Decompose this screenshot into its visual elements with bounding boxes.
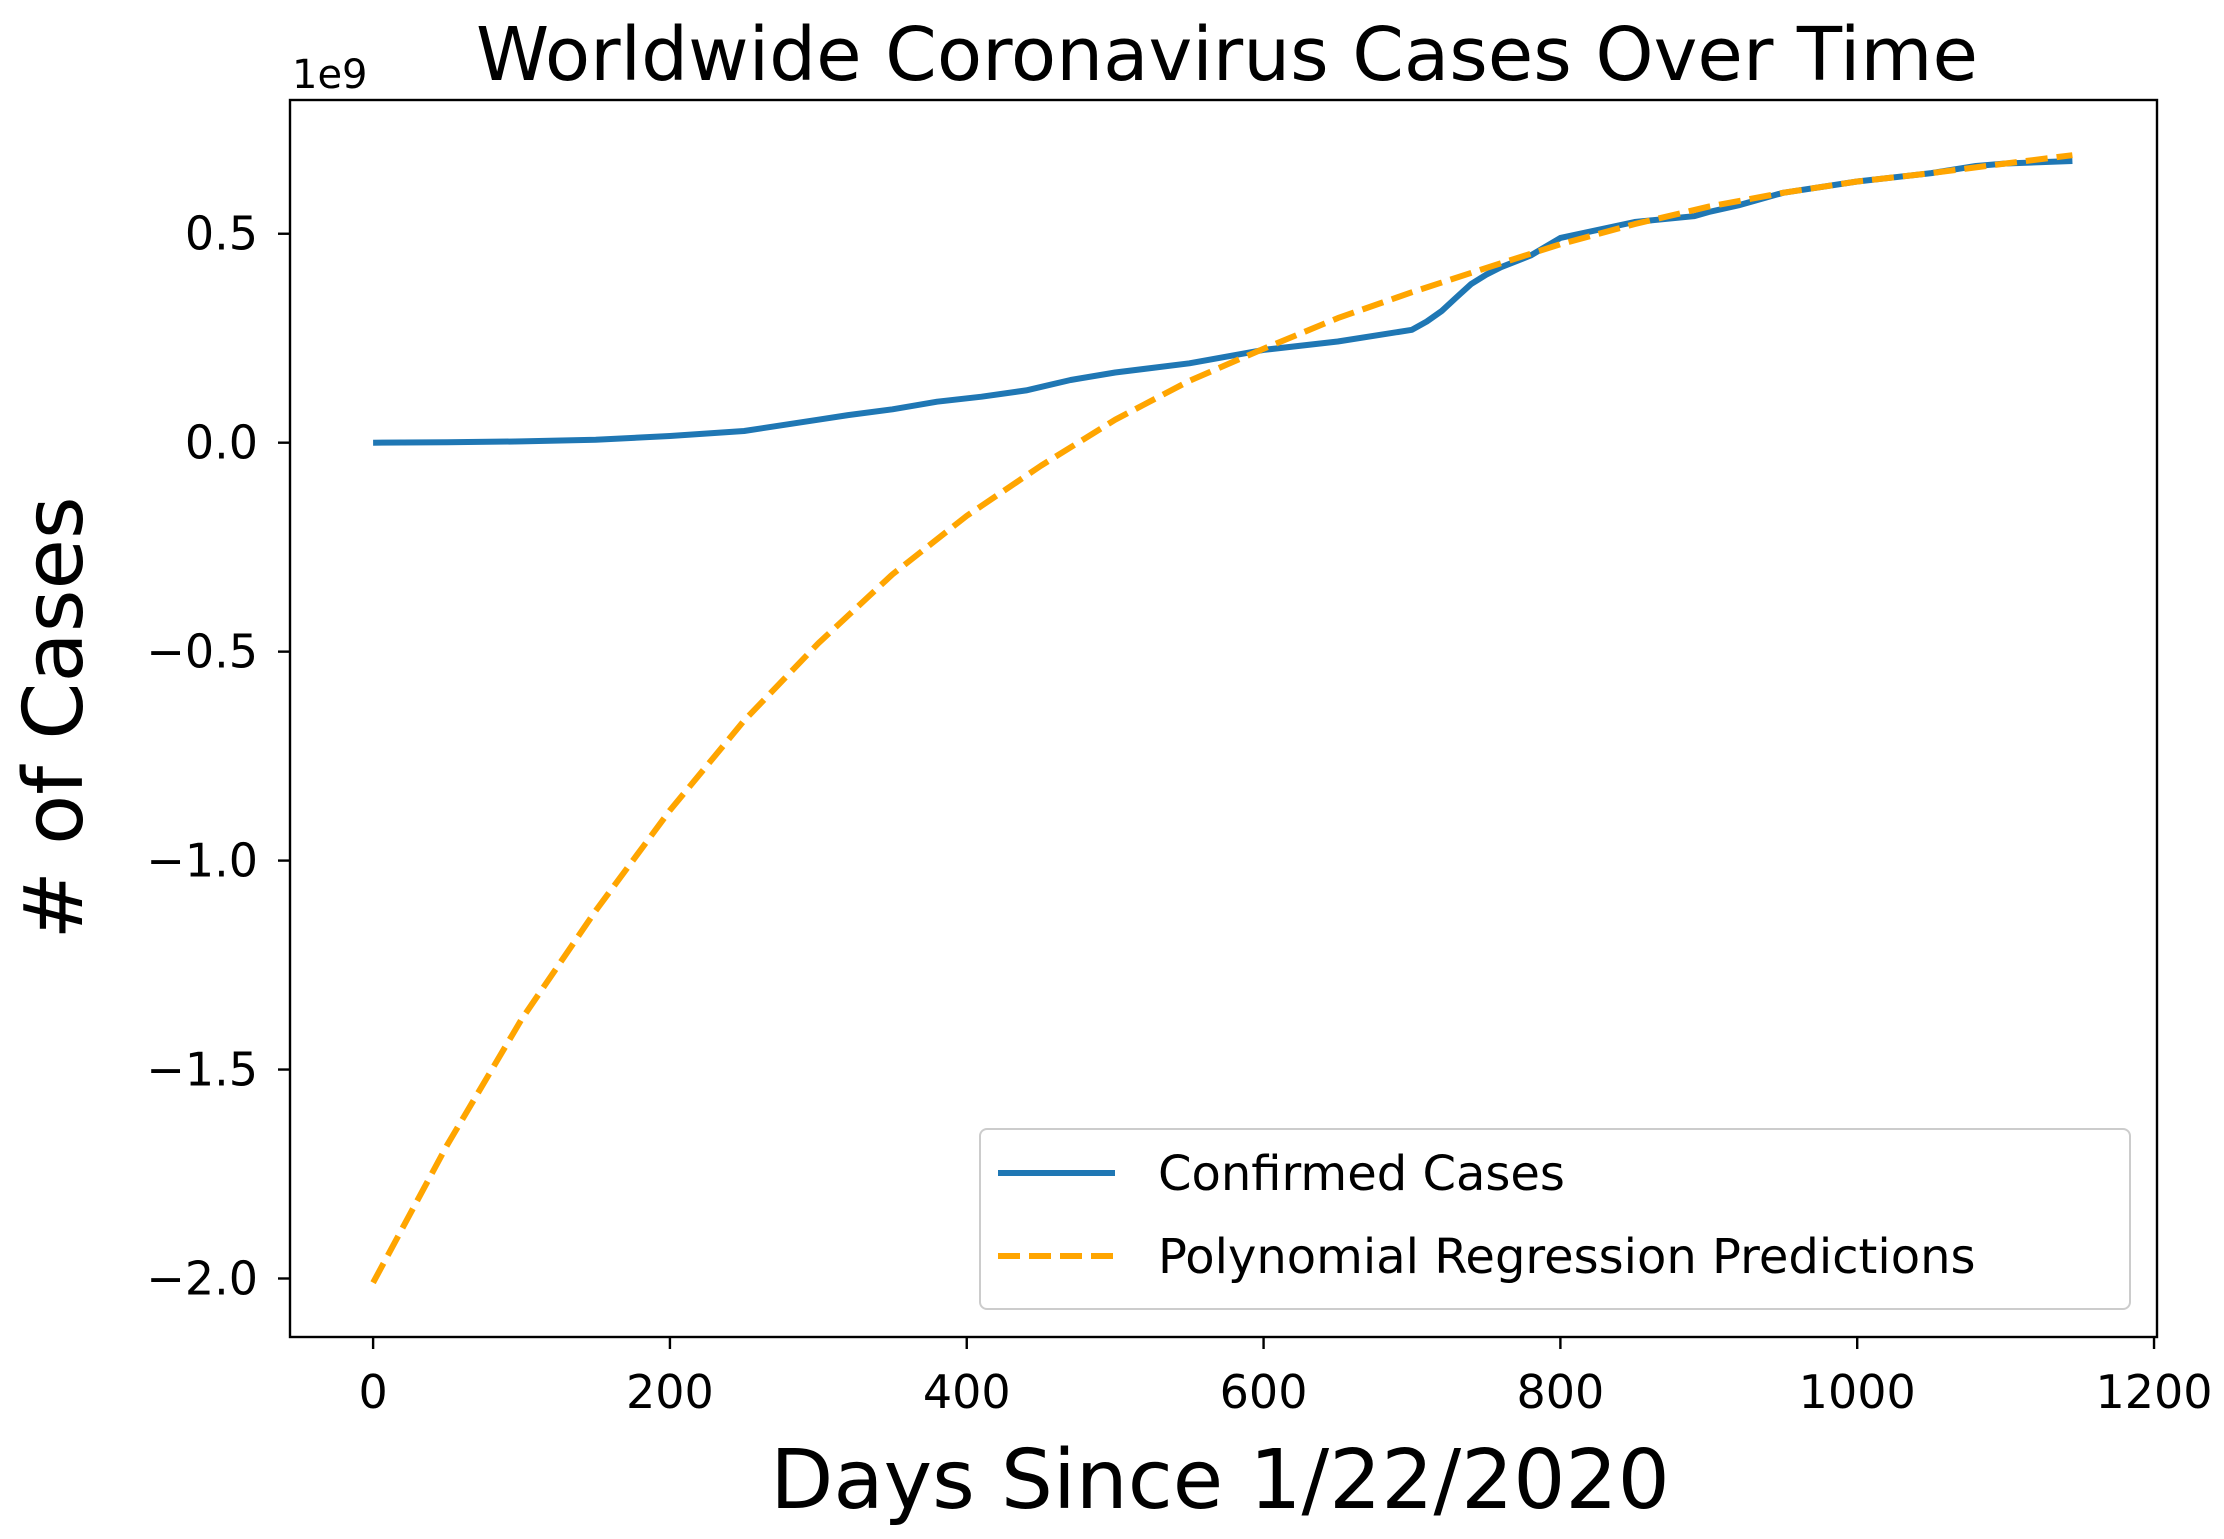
x-tick-label: 400: [923, 1365, 1011, 1419]
y-tick-label: 0.5: [185, 207, 258, 261]
legend-label-polynomial: Polynomial Regression Predictions: [1158, 1229, 1976, 1285]
y-tick-label: −1.0: [146, 834, 258, 888]
x-tick-label: 800: [1516, 1365, 1604, 1419]
x-tick-label: 1200: [2095, 1365, 2212, 1419]
chart-title: Worldwide Coronavirus Cases Over Time: [476, 12, 1978, 98]
x-tick-label: 200: [626, 1365, 714, 1419]
y-offset-label: 1e9: [292, 52, 368, 98]
y-tick-label: 0.0: [185, 416, 258, 470]
x-axis-ticks: 0 200 400 600 800 1000 1200: [358, 1337, 2213, 1419]
x-tick-label: 0: [358, 1365, 387, 1419]
y-tick-label: −2.0: [146, 1251, 258, 1305]
y-axis-title: # of Cases: [7, 496, 102, 939]
y-axis-ticks: 0.5 0.0 −0.5 −1.0 −1.5 −2.0: [146, 207, 290, 1305]
y-tick-label: −0.5: [146, 625, 258, 679]
legend-label-confirmed: Confirmed Cases: [1158, 1146, 1565, 1202]
series-line-polynomial-predictions: [370, 152, 2073, 1285]
legend: Confirmed Cases Polynomial Regression Pr…: [979, 1128, 2131, 1310]
series-lines: [370, 152, 2073, 1285]
x-tick-label: 600: [1220, 1365, 1308, 1419]
x-axis-title: Days Since 1/22/2020: [770, 1433, 1670, 1528]
legend-box: [979, 1128, 2131, 1310]
x-tick-label: 1000: [1799, 1365, 1916, 1419]
series-line-confirmed-cases: [373, 158, 2073, 446]
plot-frame: [288, 98, 2159, 1339]
y-tick-label: −1.5: [146, 1043, 258, 1097]
